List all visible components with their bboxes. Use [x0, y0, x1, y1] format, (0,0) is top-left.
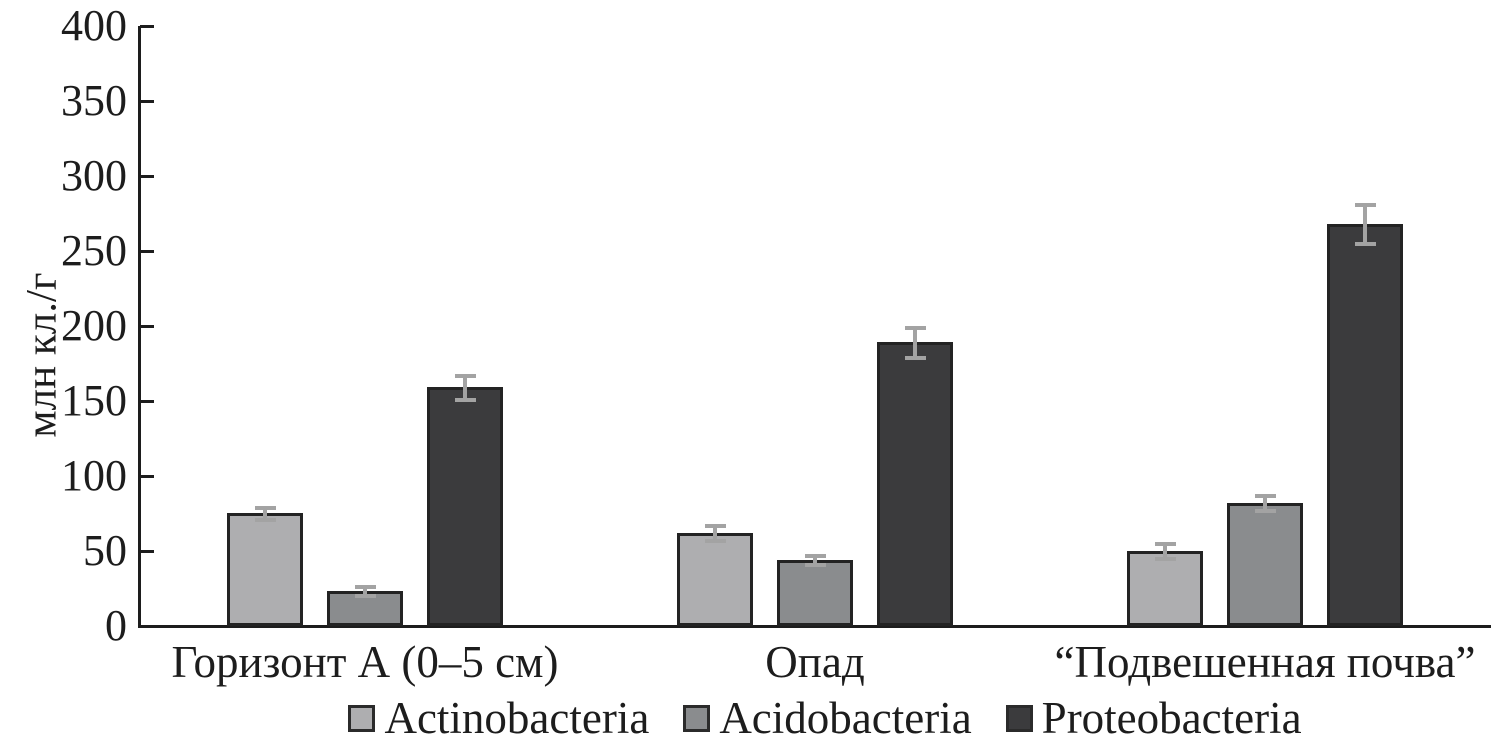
y-tick [140, 475, 154, 478]
y-tick [140, 325, 154, 328]
y-tick [140, 175, 154, 178]
legend-item-acidobacteria: Acidobacteria [683, 693, 972, 743]
legend-label: Proteobacteria [1041, 693, 1302, 743]
error-bar-cap-top [254, 505, 276, 510]
legend-item-proteobacteria: Proteobacteria [1005, 693, 1302, 743]
category-label-2: Опад [765, 637, 865, 687]
error-bar-cap-bottom [1154, 556, 1176, 561]
bar-proteobacteria-1 [427, 387, 503, 626]
category-label-1: Горизонт А (0–5 см) [171, 637, 559, 687]
y-tick-label: 300 [61, 151, 127, 200]
y-axis [138, 26, 141, 628]
error-bar [363, 587, 367, 596]
error-bar [1163, 543, 1167, 559]
legend-swatch-icon [683, 704, 711, 732]
legend-label: Acidobacteria [719, 693, 972, 743]
y-tick-label: 250 [61, 226, 127, 275]
y-tick [140, 550, 154, 553]
error-bar [1263, 495, 1267, 511]
error-bar-cap-bottom [1354, 241, 1376, 246]
legend-swatch-icon [1005, 704, 1033, 732]
legend: Actinobacteria Acidobacteria Proteobacteri… [160, 692, 1490, 744]
error-bar [1363, 204, 1367, 244]
bar-actinobacteria-1 [227, 513, 303, 626]
y-tick [140, 400, 154, 403]
y-tick-label: 150 [61, 376, 127, 425]
error-bar-cap-bottom [354, 594, 376, 598]
y-tick-label: 400 [61, 1, 127, 50]
category-label-3: “Подвешенная почва” [1054, 637, 1476, 687]
legend-label: Actinobacteria [384, 693, 650, 743]
error-bar-cap-top [1154, 541, 1176, 546]
error-bar-cap-top [454, 373, 476, 378]
error-bar-cap-bottom [454, 397, 476, 402]
y-tick-label: 50 [83, 526, 127, 575]
error-bar-cap-top [704, 523, 726, 528]
error-bar [263, 507, 267, 520]
legend-swatch-icon [348, 704, 376, 732]
error-bar [913, 327, 917, 358]
x-axis [138, 625, 1491, 628]
error-bar [463, 375, 467, 400]
error-bar-cap-top [1354, 202, 1376, 207]
error-bar-cap-bottom [804, 562, 826, 567]
error-bar [813, 555, 817, 565]
error-bar-cap-bottom [904, 355, 926, 360]
y-tick-label: 350 [61, 76, 127, 125]
bar-acidobacteria-3 [1227, 503, 1303, 626]
y-tick-label: 200 [61, 301, 127, 350]
error-bar-cap-bottom [1254, 508, 1276, 513]
bar-acidobacteria-2 [777, 560, 853, 626]
y-tick-label: 0 [105, 601, 127, 650]
y-tick-label: 100 [61, 451, 127, 500]
bar-actinobacteria-3 [1127, 551, 1203, 626]
bar-proteobacteria-2 [877, 342, 953, 626]
y-tick [140, 250, 154, 253]
error-bar [713, 525, 717, 541]
error-bar-cap-top [804, 553, 826, 558]
error-bar-cap-top [354, 585, 376, 589]
error-bar-cap-top [904, 325, 926, 330]
bar-actinobacteria-2 [677, 533, 753, 626]
y-tick [140, 100, 154, 103]
error-bar-cap-bottom [254, 517, 276, 522]
error-bar-cap-top [1254, 493, 1276, 498]
legend-item-actinobacteria: Actinobacteria [348, 693, 649, 743]
y-tick [140, 25, 154, 28]
bar-proteobacteria-3 [1327, 224, 1403, 626]
error-bar-cap-bottom [704, 538, 726, 543]
